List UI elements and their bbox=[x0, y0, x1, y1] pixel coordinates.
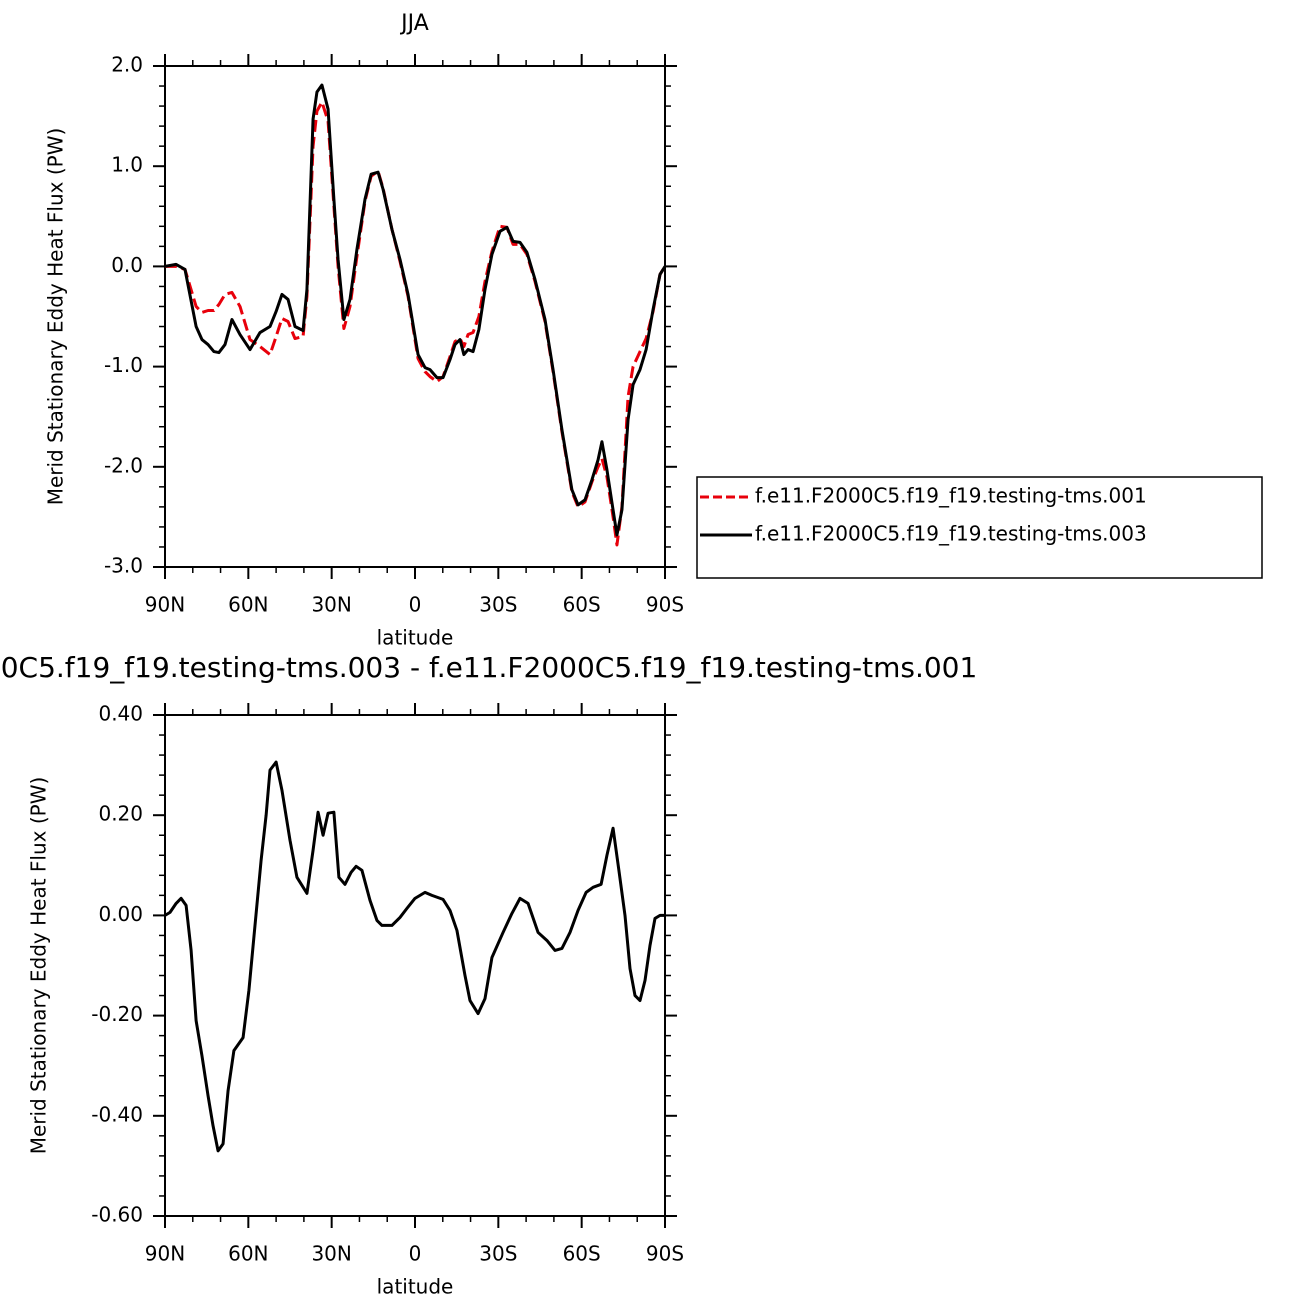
x-tick-label: 60S bbox=[563, 593, 601, 617]
x-tick-label: 60N bbox=[228, 1242, 268, 1266]
y-tick-label: 0.40 bbox=[98, 702, 143, 726]
x-tick-label: 90N bbox=[145, 1242, 185, 1266]
y-tick-label: 1.0 bbox=[111, 153, 143, 177]
y-tick-label: -0.20 bbox=[91, 1002, 143, 1026]
y-axis-label: Merid Stationary Eddy Heat Flux (PW) bbox=[27, 777, 51, 1155]
data-line bbox=[164, 83, 667, 537]
legend-label: f.e11.F2000C5.f19_f19.testing-tms.001 bbox=[755, 484, 1147, 508]
x-tick-label: 90N bbox=[145, 593, 185, 617]
y-tick-label: -3.0 bbox=[104, 554, 143, 578]
plot-frame bbox=[164, 65, 666, 568]
data-line bbox=[164, 760, 665, 1153]
chart-title: JJA bbox=[399, 11, 429, 36]
x-tick-label: 0 bbox=[409, 1242, 422, 1266]
y-tick-label: 2.0 bbox=[111, 53, 143, 77]
y-tick-label: -1.0 bbox=[104, 353, 143, 377]
x-tick-label: 30S bbox=[479, 1242, 517, 1266]
x-tick-label: 30S bbox=[479, 593, 517, 617]
y-axis-label: Merid Stationary Eddy Heat Flux (PW) bbox=[44, 128, 68, 506]
x-axis-label: latitude bbox=[377, 1275, 454, 1299]
y-tick-label: -2.0 bbox=[104, 453, 143, 477]
legend-label: f.e11.F2000C5.f19_f19.testing-tms.003 bbox=[755, 522, 1147, 546]
x-axis-label: latitude bbox=[377, 626, 454, 650]
y-tick-label: -0.40 bbox=[91, 1102, 143, 1126]
data-line bbox=[165, 100, 667, 547]
y-tick-label: 0.00 bbox=[98, 902, 143, 926]
legend-box bbox=[696, 476, 1263, 579]
x-tick-label: 60N bbox=[228, 593, 268, 617]
x-tick-label: 30N bbox=[311, 1242, 351, 1266]
x-tick-label: 30N bbox=[311, 593, 351, 617]
y-tick-label: 0.0 bbox=[111, 253, 143, 277]
chart-title: f.e11.F2000C5.f19_f19.testing-tms.003 - … bbox=[0, 651, 977, 684]
y-tick-label: 0.20 bbox=[98, 802, 143, 826]
x-tick-label: 90S bbox=[646, 593, 684, 617]
x-tick-label: 0 bbox=[409, 593, 422, 617]
x-tick-label: 60S bbox=[563, 1242, 601, 1266]
plot-frame bbox=[164, 714, 666, 1217]
y-tick-label: -0.60 bbox=[91, 1203, 143, 1227]
x-tick-label: 90S bbox=[646, 1242, 684, 1266]
